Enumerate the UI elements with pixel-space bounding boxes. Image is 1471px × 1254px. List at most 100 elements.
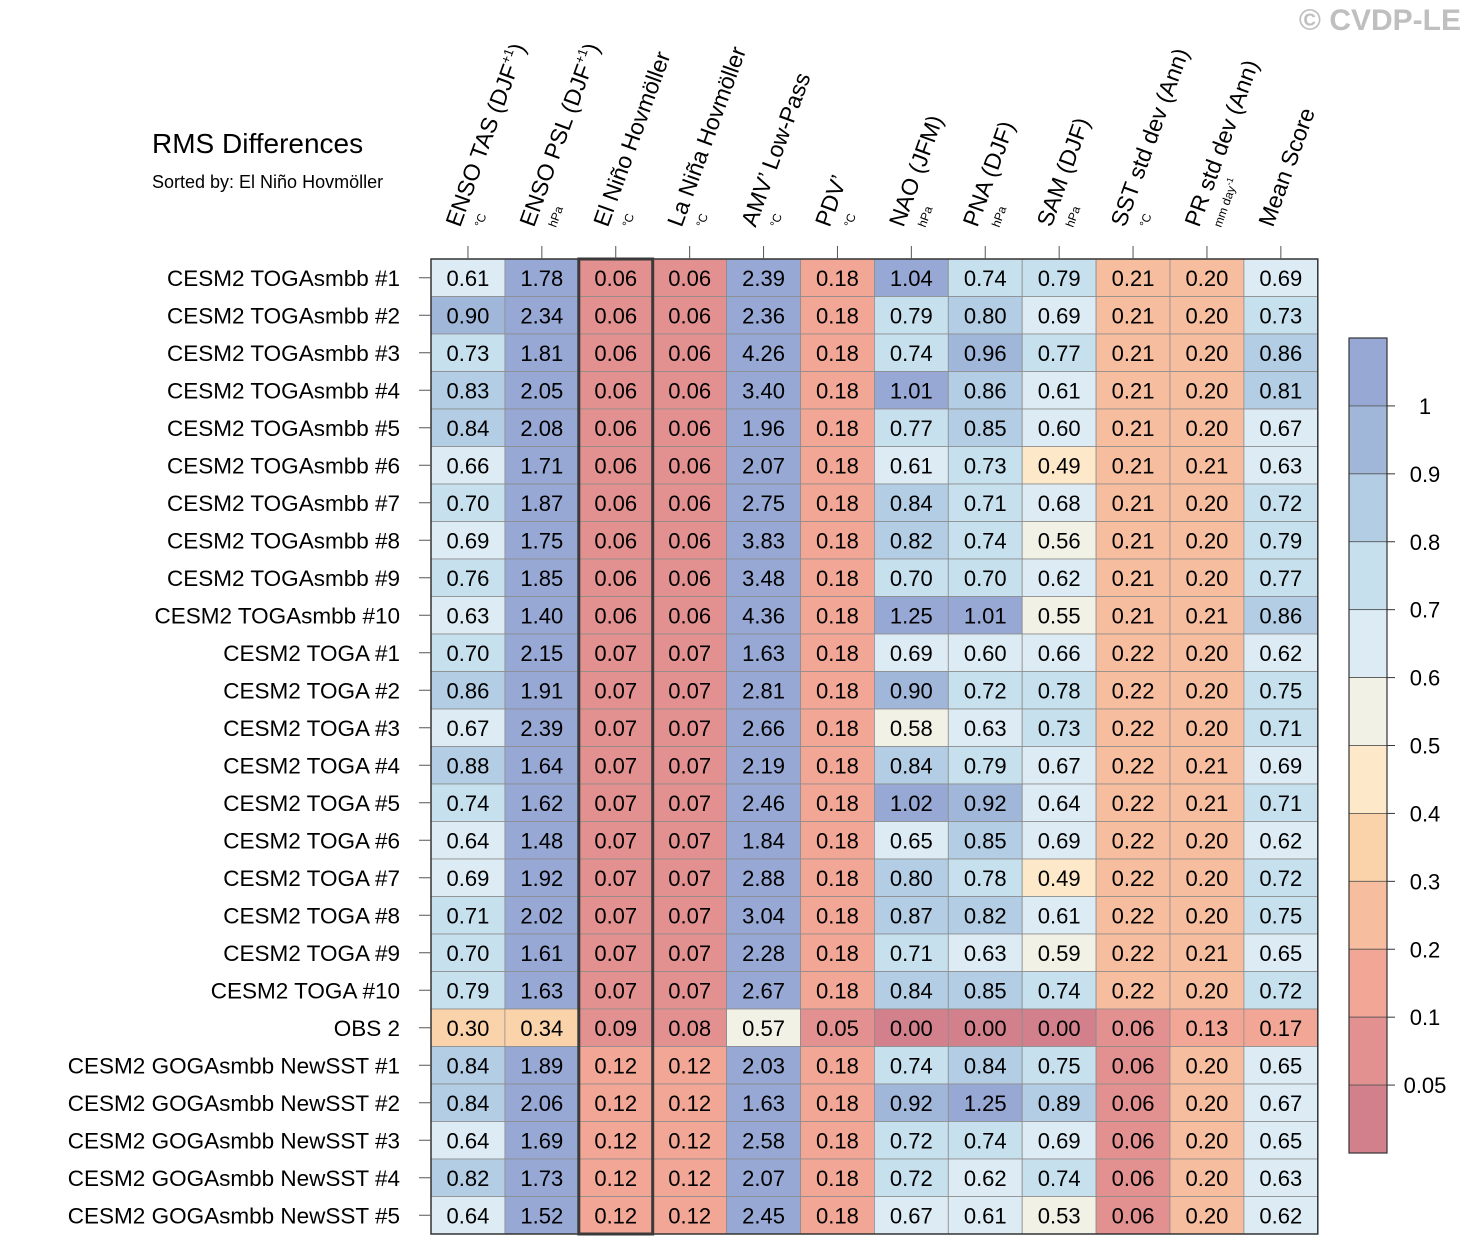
cell-value: 0.72 xyxy=(890,1166,933,1191)
heatmap-cell xyxy=(874,1083,949,1122)
cell-value: 0.20 xyxy=(1186,378,1229,403)
heatmap-cell xyxy=(947,633,1023,672)
row-label: CESM2 TOGAsmbb #3 xyxy=(167,341,400,366)
column-label: La Niña Hovmöller xyxy=(662,43,751,230)
heatmap-cell xyxy=(800,446,875,485)
cell-value: 0.69 xyxy=(890,641,933,666)
cell-value: 0.69 xyxy=(1038,1128,1081,1153)
colorbar-segment xyxy=(1348,745,1388,814)
cell-value: 0.69 xyxy=(447,528,490,553)
heatmap-cell xyxy=(652,896,728,935)
heatmap-cell xyxy=(578,746,654,785)
heatmap-cell xyxy=(947,671,1023,710)
colorbar-segment xyxy=(1348,1084,1388,1154)
cell-value: 0.06 xyxy=(594,453,637,478)
cell-value: 1.63 xyxy=(742,1091,785,1116)
heatmap-cell xyxy=(1021,1196,1097,1235)
cell-value: 0.08 xyxy=(668,1016,711,1041)
heatmap-cell xyxy=(1169,971,1245,1010)
cell-value: 0.67 xyxy=(890,1203,933,1228)
heatmap-cell xyxy=(726,708,801,747)
colorbar-label: 0.2 xyxy=(1410,937,1441,962)
heatmap-cell xyxy=(430,371,506,410)
heatmap-cell xyxy=(1169,1046,1245,1085)
cell-value: 1.75 xyxy=(520,528,563,553)
row-label: CESM2 GOGAsmbb NewSST #1 xyxy=(68,1053,400,1078)
cell-value: 0.12 xyxy=(668,1053,711,1078)
heatmap-cell xyxy=(726,483,801,522)
cell-value: 0.92 xyxy=(890,1091,933,1116)
row-label: CESM2 TOGAsmbb #6 xyxy=(167,453,400,478)
cell-value: 0.18 xyxy=(816,1203,859,1228)
cell-value: 0.18 xyxy=(816,753,859,778)
heatmap-cell xyxy=(874,371,949,410)
cell-value: 0.07 xyxy=(668,941,711,966)
cell-value: 0.20 xyxy=(1186,1203,1229,1228)
cell-value: 0.21 xyxy=(1112,566,1155,591)
cell-value: 0.22 xyxy=(1112,978,1155,1003)
cell-value: 0.20 xyxy=(1186,416,1229,441)
colorbar-label: 0.4 xyxy=(1410,801,1441,826)
colorbar-segment xyxy=(1348,609,1388,678)
heatmap-cell xyxy=(800,1083,875,1122)
row-label: CESM2 TOGAsmbb #4 xyxy=(167,378,400,403)
cell-value: 0.61 xyxy=(964,1203,1007,1228)
cell-value: 2.28 xyxy=(742,941,785,966)
heatmap-cell xyxy=(1169,1008,1245,1047)
cell-value: 0.77 xyxy=(1038,341,1081,366)
cell-value: 0.07 xyxy=(668,641,711,666)
column-header: ENSO PSL (DJF+1) xyxy=(514,40,604,230)
heatmap-cell xyxy=(1095,371,1171,410)
cell-value: 0.07 xyxy=(594,791,637,816)
cell-value: 0.65 xyxy=(890,828,933,853)
cell-value: 0.90 xyxy=(890,678,933,703)
cell-value: 2.88 xyxy=(742,866,785,891)
cell-value: 4.26 xyxy=(742,341,785,366)
cell-value: 0.66 xyxy=(1038,641,1081,666)
cell-value: 0.68 xyxy=(1038,491,1081,516)
heatmap-cell xyxy=(1169,408,1245,447)
row-label: CESM2 TOGA #5 xyxy=(223,791,400,816)
cell-value: 0.88 xyxy=(447,753,490,778)
cell-value: 0.07 xyxy=(668,828,711,853)
heatmap-cell xyxy=(1243,333,1319,372)
heatmap-cell xyxy=(947,821,1023,860)
cell-value: 1.63 xyxy=(742,641,785,666)
heatmap-cell xyxy=(726,558,801,597)
heatmap-cell xyxy=(1021,896,1097,935)
cell-value: 0.74 xyxy=(890,341,933,366)
heatmap-cell xyxy=(1243,521,1319,560)
cell-value: 2.66 xyxy=(742,716,785,741)
cell-value: 1.71 xyxy=(520,453,563,478)
cell-value: 1.25 xyxy=(964,1091,1007,1116)
cell-value: 0.22 xyxy=(1112,791,1155,816)
cell-value: 0.07 xyxy=(668,678,711,703)
heatmap-cell xyxy=(1095,408,1171,447)
cell-value: 1.91 xyxy=(520,678,563,703)
heatmap-cell xyxy=(1095,858,1171,897)
cell-value: 0.67 xyxy=(447,716,490,741)
cell-value: 0.06 xyxy=(1112,1203,1155,1228)
heatmap-cell xyxy=(947,408,1023,447)
heatmap-cell xyxy=(726,1083,801,1122)
cell-value: 0.20 xyxy=(1186,1053,1229,1078)
cell-value: 0.07 xyxy=(594,978,637,1003)
cell-value: 0.81 xyxy=(1259,378,1302,403)
cell-value: 0.67 xyxy=(1259,416,1302,441)
cell-value: 0.84 xyxy=(890,491,933,516)
heatmap-cell xyxy=(874,633,949,672)
colorbar-segment xyxy=(1348,677,1388,746)
cell-value: 0.20 xyxy=(1186,1128,1229,1153)
cell-value: 0.21 xyxy=(1112,341,1155,366)
cell-value: 3.40 xyxy=(742,378,785,403)
cell-value: 1.63 xyxy=(520,978,563,1003)
cell-value: 0.74 xyxy=(447,791,490,816)
heatmap-cell xyxy=(578,1008,654,1047)
heatmap-cell xyxy=(1021,1158,1097,1197)
row-label: CESM2 TOGA #2 xyxy=(223,678,400,703)
cell-value: 0.57 xyxy=(742,1016,785,1041)
cell-value: 0.06 xyxy=(668,341,711,366)
cell-value: 0.18 xyxy=(816,941,859,966)
cell-value: 0.00 xyxy=(890,1016,933,1041)
colorbar-label: 0.05 xyxy=(1404,1073,1447,1098)
